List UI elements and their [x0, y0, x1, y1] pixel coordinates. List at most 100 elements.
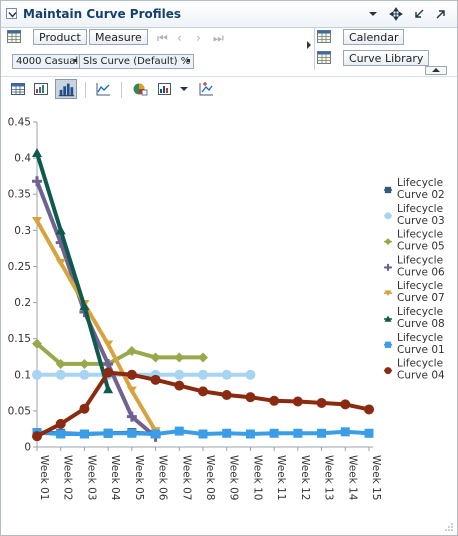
maximize-icon[interactable] — [434, 7, 448, 21]
chart-view-icon[interactable] — [55, 79, 77, 99]
collapse-up-button[interactable] — [425, 66, 447, 75]
first-page-icon[interactable]: ⏮ — [157, 31, 168, 45]
data-point — [32, 176, 42, 187]
legend-label: Lifecycle — [397, 254, 443, 266]
y-tick-label: 0.3 — [14, 225, 31, 237]
grid-icon[interactable] — [317, 51, 331, 64]
data-point — [56, 429, 66, 439]
table-view-icon[interactable] — [10, 81, 26, 97]
y-tick-label: 0.45 — [8, 117, 31, 129]
measure-button[interactable]: Measure — [89, 29, 148, 45]
product-selector[interactable]: 4000 Casual — [12, 54, 83, 69]
data-point — [32, 431, 42, 442]
data-point — [317, 428, 327, 438]
legend-marker — [384, 263, 392, 271]
data-point — [32, 338, 42, 349]
data-point — [32, 369, 42, 380]
data-point — [174, 426, 184, 436]
legend-label: Curve 04 — [397, 370, 445, 382]
panel-splitter-handle[interactable] — [307, 41, 311, 49]
data-point — [174, 369, 185, 380]
data-point — [32, 216, 42, 225]
lifecycle-curve-chart: 0 0.05 0.1 0.15 0.2 0.25 0.3 0.35 0.4 0.45 Week 01… — [8, 117, 445, 501]
calendar-button[interactable]: Calendar — [343, 29, 405, 45]
data-point — [79, 358, 90, 369]
chevron-down-icon[interactable] — [366, 7, 380, 21]
data-point — [316, 397, 327, 408]
data-point — [198, 386, 208, 397]
y-tick-label: 0.1 — [14, 369, 31, 381]
legend-label: Lifecycle — [397, 280, 443, 292]
data-point — [126, 411, 137, 422]
data-point — [292, 396, 303, 407]
series-6 — [32, 148, 114, 394]
legend-label: Lifecycle — [397, 229, 443, 241]
series-7 — [32, 426, 374, 439]
data-point — [221, 390, 232, 400]
series-4 — [32, 176, 161, 442]
data-point — [103, 340, 114, 349]
x-tick-label: Week 15 — [370, 455, 382, 500]
chevron-down-icon[interactable] — [179, 81, 189, 97]
data-point — [198, 369, 208, 380]
series-8 — [32, 367, 374, 442]
data-point — [150, 352, 161, 363]
x-tick-label: Week 10 — [251, 455, 263, 500]
curve-library-button[interactable]: Curve Library — [343, 50, 430, 66]
legend-marker — [384, 367, 392, 375]
grid-icon[interactable] — [7, 30, 21, 43]
toolbar-separator — [121, 82, 122, 98]
zoom-chart-icon[interactable] — [198, 81, 214, 97]
data-point — [126, 369, 137, 380]
legend-label: Lifecycle — [397, 306, 443, 318]
last-page-icon[interactable]: ⏭ — [213, 31, 224, 45]
y-tick-label: 0.25 — [8, 261, 31, 273]
y-tick-label: 0 — [24, 442, 31, 454]
data-point — [103, 428, 113, 438]
minimize-icon[interactable] — [412, 7, 426, 21]
data-point — [103, 367, 114, 378]
chart-options-icon[interactable] — [157, 81, 173, 97]
legend-marker — [384, 341, 392, 348]
x-tick-label: Week 13 — [323, 455, 335, 500]
pie-chart-icon[interactable] — [132, 81, 148, 97]
data-point — [340, 399, 351, 410]
panel-title: Maintain Curve Profiles — [23, 7, 182, 21]
measure-selector[interactable]: Sls Curve (Default) % — [79, 54, 195, 69]
data-point — [151, 429, 161, 439]
selector-separator — [74, 59, 77, 62]
data-point — [79, 301, 90, 311]
move-icon[interactable] — [389, 7, 403, 21]
resize-grip-icon[interactable] — [445, 523, 453, 531]
y-tick-label: 0.05 — [8, 405, 31, 417]
data-point — [126, 345, 137, 356]
data-point — [32, 148, 42, 158]
data-point — [79, 403, 90, 414]
legend-marker — [384, 290, 392, 296]
data-point — [174, 352, 185, 363]
data-point — [55, 358, 66, 369]
chart-table-view-icon[interactable] — [33, 81, 49, 97]
legend-marker — [384, 212, 392, 220]
product-button[interactable]: Product — [33, 29, 87, 45]
legend-marker — [384, 186, 392, 194]
toolbar-separator — [85, 82, 86, 98]
data-point — [79, 369, 90, 380]
next-icon[interactable]: › — [196, 31, 201, 45]
collapse-icon[interactable] — [6, 8, 17, 19]
legend-label: Curve 08 — [397, 318, 445, 330]
x-tick-label: Week 07 — [180, 455, 192, 500]
title-bar: Maintain Curve Profiles — [1, 1, 457, 28]
x-tick-label: Week 06 — [157, 455, 169, 501]
previous-icon[interactable]: ‹ — [177, 31, 182, 45]
line-chart-icon[interactable] — [95, 81, 111, 97]
grid-icon[interactable] — [317, 30, 331, 43]
data-point — [79, 429, 89, 439]
legend-label: Curve 01 — [397, 344, 445, 356]
x-tick-label: Week 03 — [85, 455, 97, 500]
data-point — [222, 428, 232, 438]
series-line — [35, 151, 111, 392]
data-point — [198, 429, 208, 439]
data-point — [245, 369, 256, 380]
